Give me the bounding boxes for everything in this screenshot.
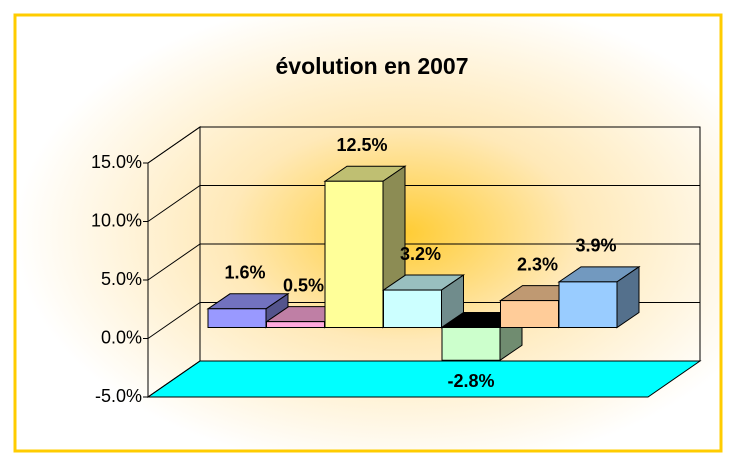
grid-line <box>147 243 700 281</box>
bar <box>324 180 384 328</box>
bar <box>383 289 442 328</box>
bar <box>266 321 325 328</box>
y-tick-label: 10.0% <box>91 210 142 230</box>
bar <box>441 327 501 361</box>
data-label: 0.5% <box>283 275 324 295</box>
data-label: 1.6% <box>224 263 265 283</box>
chart-title: évolution en 2007 <box>275 53 468 79</box>
grid-line <box>147 126 700 164</box>
y-tick-label: 0.0% <box>101 327 142 347</box>
y-tick-label: 5.0% <box>101 269 142 289</box>
data-label: 3.9% <box>575 236 616 256</box>
floor <box>146 360 702 398</box>
bar <box>207 308 267 328</box>
y-tick-label: 15.0% <box>91 152 142 172</box>
bar-top-shade <box>383 275 464 291</box>
grid-line <box>147 185 700 222</box>
plot-area: -5.0% 0.0% 5.0% 10.0% 15.0% 1.6% 0.5% 12.5% 3.2%… <box>91 126 702 406</box>
data-label: 2.3% <box>517 254 558 274</box>
bar-side-shade <box>441 275 464 328</box>
bar-side-shade <box>617 266 639 328</box>
bar-top-shade <box>559 266 639 282</box>
data-label: -2.8% <box>447 371 494 391</box>
data-label: 12.5% <box>336 135 387 155</box>
grid-line <box>147 360 700 398</box>
bar <box>500 300 559 328</box>
bar-top-shade <box>325 166 405 182</box>
data-label: 3.2% <box>400 244 441 264</box>
bar-top-shade <box>208 293 288 309</box>
y-tick-label: -5.0% <box>95 386 142 406</box>
bar <box>558 281 618 328</box>
